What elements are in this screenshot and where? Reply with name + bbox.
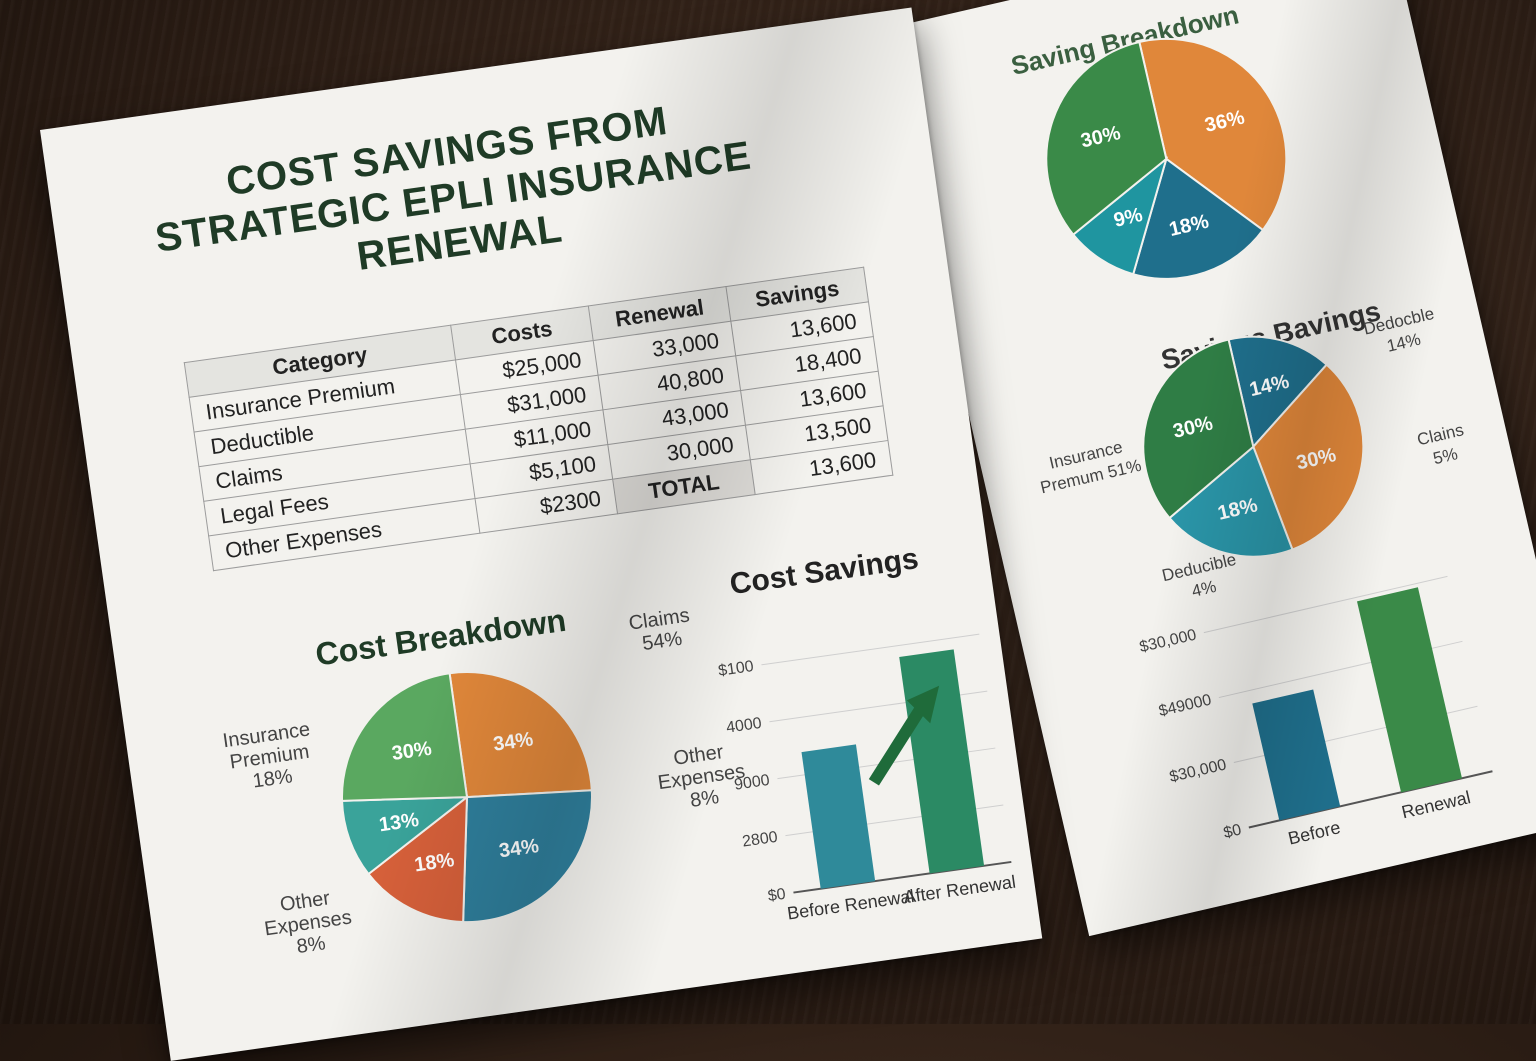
side-bar-tick-label: $30,000 (1138, 627, 1198, 657)
cost-breakdown-pie: 34%34%18%13%30% (341, 671, 593, 924)
side-bar-tick-label: $30,000 (1168, 756, 1228, 786)
cost-savings-category-label: After Renewal (902, 872, 1017, 908)
growth-arrow-head-icon (906, 685, 940, 724)
savings-bavings-slice (1252, 363, 1365, 551)
growth-arrow-icon (868, 700, 929, 786)
cost-savings-tick-label: 2800 (741, 829, 779, 851)
side-bar-category-label: Renewal (1400, 787, 1473, 822)
side-bar-tick-label: $49000 (1157, 692, 1213, 721)
saving-breakdown-pie: 36%18%9%30% (1045, 37, 1288, 280)
side-bar-bar (1356, 587, 1462, 793)
cost-breakdown-slice (462, 789, 593, 924)
savings-bavings-slice (1142, 338, 1255, 520)
savings-bavings-pie: 14%30%18%30% (1142, 335, 1365, 558)
side-bar-chart: $0 $30,000 $49000 $30,000 Before Renewal (1138, 575, 1493, 849)
savings-bavings-slice (1227, 335, 1329, 449)
cost-savings-tick-label: 9000 (733, 772, 771, 794)
saving-breakdown-slice (1131, 157, 1265, 280)
side-bar-bar (1252, 689, 1341, 821)
cost-breakdown-slice (448, 671, 593, 799)
savings-bavings-slice (1168, 445, 1294, 558)
cost-savings-bar (899, 649, 985, 874)
cost-savings-gridline (761, 633, 980, 666)
cost-savings-bar (801, 744, 876, 889)
side-bar-category-label: Before (1286, 817, 1342, 848)
cost-savings-tick-label: $0 (767, 886, 787, 905)
saving-breakdown-slice (1045, 40, 1168, 237)
cost-savings-tick-label: $100 (717, 658, 755, 680)
side-report-sheet: Saving Breakdown 36% 18% 9% 30% Savings Bav… (880, 0, 1536, 937)
cost-savings-tick-label: 4000 (725, 715, 763, 737)
cost-breakdown-slice (367, 794, 469, 924)
side-bar-gridline (1203, 575, 1448, 634)
main-report-sheet: COST SAVINGS FROM STRATEGIC EPLI INSURAN… (40, 7, 1043, 1061)
saving-breakdown-slice (1138, 37, 1288, 232)
side-bar-tick-label: $0 (1222, 821, 1243, 842)
cost-breakdown-slice (341, 672, 469, 802)
cost-breakdown-slice (341, 795, 471, 876)
